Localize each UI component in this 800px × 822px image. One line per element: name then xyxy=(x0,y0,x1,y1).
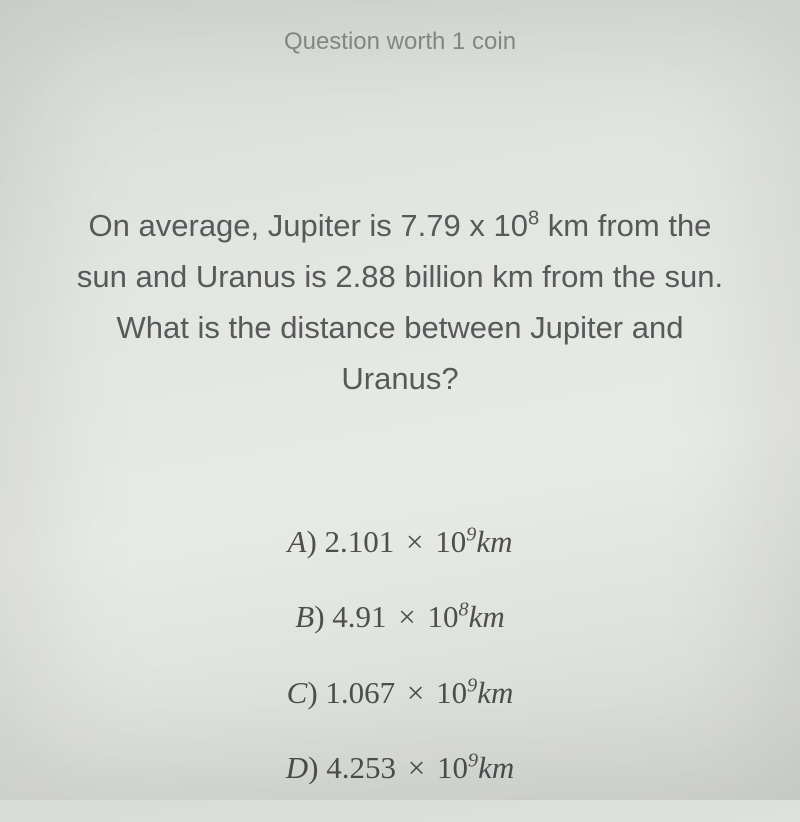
option-b-label: B xyxy=(295,599,314,634)
option-a-unit: km xyxy=(476,524,512,559)
option-a-exp: 9 xyxy=(466,524,476,546)
option-b-base: 10 xyxy=(428,599,459,634)
times-icon: × xyxy=(395,675,436,710)
option-a-coeff: 2.101 xyxy=(325,524,395,559)
option-c-coeff: 1.067 xyxy=(325,675,395,710)
option-a-base: 10 xyxy=(435,524,466,559)
option-d-coeff: 4.253 xyxy=(326,750,396,785)
option-c-paren: ) xyxy=(307,675,325,710)
option-b-paren: ) xyxy=(314,599,332,634)
option-d-paren: ) xyxy=(308,750,326,785)
answer-options: A) 2.101 × 109km B) 4.91 × 108km C) 1.06… xyxy=(0,520,800,822)
option-b-exp: 8 xyxy=(459,599,469,621)
option-d[interactable]: D) 4.253 × 109km xyxy=(0,746,800,789)
question-worth-header: Question worth 1 coin xyxy=(0,0,800,56)
times-icon: × xyxy=(387,599,428,634)
option-a-label: A xyxy=(288,524,307,559)
question-line4: Uranus? xyxy=(341,361,458,396)
option-b-coeff: 4.91 xyxy=(332,599,386,634)
question-line1-sup: 8 xyxy=(528,208,539,230)
option-c-exp: 9 xyxy=(467,674,477,696)
header-text: Question worth 1 coin xyxy=(284,28,516,55)
option-c-unit: km xyxy=(477,675,513,710)
question-line2: sun and Uranus is 2.88 billion km from t… xyxy=(77,259,723,294)
option-c[interactable]: C) 1.067 × 109km xyxy=(0,671,800,714)
option-d-base: 10 xyxy=(437,750,468,785)
option-d-unit: km xyxy=(478,750,514,785)
option-b-unit: km xyxy=(469,599,505,634)
question-line3: What is the distance between Jupiter and xyxy=(117,310,684,345)
option-b[interactable]: B) 4.91 × 108km xyxy=(0,595,800,638)
option-d-exp: 9 xyxy=(468,750,478,772)
question-line1-post: km from the xyxy=(539,208,711,243)
option-a[interactable]: A) 2.101 × 109km xyxy=(0,520,800,563)
times-icon: × xyxy=(394,524,435,559)
option-c-label: C xyxy=(287,675,308,710)
times-icon: × xyxy=(396,750,437,785)
question-body: On average, Jupiter is 7.79 x 108 km fro… xyxy=(0,200,800,405)
option-c-base: 10 xyxy=(436,675,467,710)
question-line1-pre: On average, Jupiter is 7.79 x 10 xyxy=(89,208,528,243)
option-d-label: D xyxy=(286,750,308,785)
option-a-paren: ) xyxy=(306,524,324,559)
